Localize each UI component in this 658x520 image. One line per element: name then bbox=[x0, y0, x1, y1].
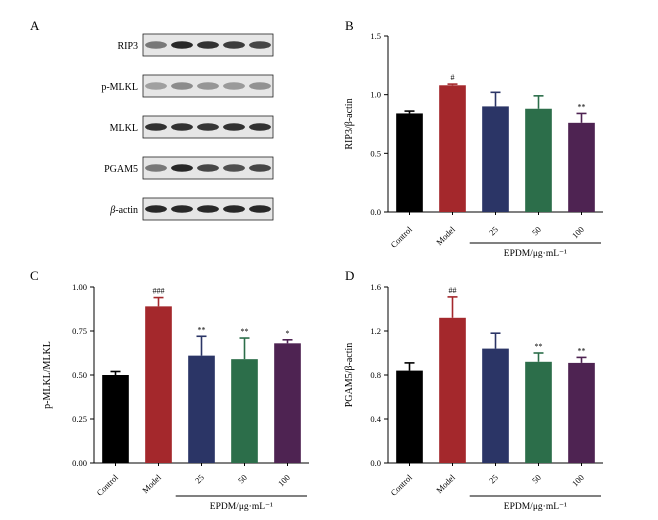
y-tick-label: 0.00 bbox=[72, 458, 87, 468]
bar bbox=[568, 362, 595, 463]
y-tick-label: 0.5 bbox=[370, 148, 381, 158]
blot-row-label: PGAM5 bbox=[104, 164, 138, 175]
blot-row-label: β-actin bbox=[109, 205, 138, 216]
x-category-label: 50 bbox=[530, 224, 543, 237]
panel-letter: B bbox=[345, 18, 354, 33]
bar bbox=[188, 355, 215, 463]
y-tick-label: 0.4 bbox=[370, 414, 381, 424]
x-category-label: Control bbox=[94, 472, 120, 498]
bar bbox=[396, 370, 423, 463]
blot-band bbox=[223, 205, 245, 213]
significance-label: * bbox=[286, 329, 290, 338]
bar bbox=[102, 375, 129, 463]
blot-band bbox=[171, 41, 193, 49]
bar bbox=[396, 113, 423, 212]
bar bbox=[482, 348, 509, 463]
significance-label: # bbox=[451, 73, 455, 82]
x-category-label: 100 bbox=[276, 472, 292, 488]
blot-row-label: p-MLKL bbox=[101, 82, 138, 93]
y-tick-label: 1.2 bbox=[370, 326, 381, 336]
blot-band bbox=[223, 123, 245, 131]
y-axis-label: PGAM5/β-actin bbox=[344, 343, 355, 408]
significance-label: ** bbox=[241, 327, 249, 336]
blot-band bbox=[197, 82, 219, 90]
blot-band bbox=[249, 123, 271, 131]
x-category-label: 100 bbox=[570, 224, 586, 240]
blot-row-label: MLKL bbox=[110, 123, 138, 134]
y-tick-label: 0.50 bbox=[72, 370, 87, 380]
x-category-label: Control bbox=[388, 224, 414, 250]
blot-band bbox=[249, 205, 271, 213]
x-category-label: 25 bbox=[487, 224, 500, 237]
blot-band bbox=[145, 82, 167, 90]
x-category-label: Model bbox=[140, 472, 163, 495]
y-tick-label: 1.0 bbox=[370, 90, 381, 100]
significance-label: ## bbox=[449, 286, 457, 295]
group-label: EPDM/μg·mL⁻¹ bbox=[504, 502, 567, 512]
blot-band bbox=[197, 164, 219, 172]
blot-band bbox=[171, 164, 193, 172]
y-axis-label: p-MLKL/MLKL bbox=[42, 341, 53, 409]
x-category-label: 100 bbox=[570, 472, 586, 488]
x-category-label: 25 bbox=[487, 472, 500, 485]
blot-band bbox=[171, 205, 193, 213]
bar bbox=[482, 106, 509, 212]
group-label: EPDM/μg·mL⁻¹ bbox=[504, 249, 567, 259]
significance-label: ** bbox=[578, 102, 586, 111]
bar bbox=[274, 343, 301, 463]
bar bbox=[525, 361, 552, 463]
blot-band bbox=[171, 82, 193, 90]
bar bbox=[439, 317, 466, 463]
x-category-label: Model bbox=[434, 472, 457, 495]
blot-row-label: RIP3 bbox=[117, 41, 138, 52]
western-blot-panel: A RIP3 p-MLKL MLKL PGAM5 β-actin bbox=[30, 18, 274, 221]
bar bbox=[525, 108, 552, 212]
x-category-label: Model bbox=[434, 224, 457, 247]
bar bbox=[439, 85, 466, 212]
blot-band bbox=[249, 41, 271, 49]
y-tick-label: 1.6 bbox=[370, 282, 381, 292]
significance-label: ** bbox=[198, 325, 206, 334]
bar bbox=[568, 122, 595, 212]
pgam5-bar-chart: D 0.0 0.4 0.8 1.2 1.6 PGAM5/β-actin Control ## Mo… bbox=[344, 268, 603, 512]
panel-letter: C bbox=[30, 268, 39, 283]
y-tick-label: 1.5 bbox=[370, 31, 381, 41]
x-category-label: 50 bbox=[236, 472, 249, 485]
blot-band bbox=[197, 41, 219, 49]
blot-band bbox=[171, 123, 193, 131]
panel-letter-a: A bbox=[30, 18, 40, 33]
rip3-bar-chart: B 0.0 0.5 1.0 1.5 RIP3/β-actin Control # Model 25… bbox=[344, 18, 603, 259]
blot-band bbox=[197, 205, 219, 213]
blot-band bbox=[223, 82, 245, 90]
blot-band bbox=[197, 123, 219, 131]
x-category-label: 25 bbox=[193, 472, 206, 485]
y-tick-label: 0.8 bbox=[370, 370, 381, 380]
blot-band bbox=[145, 123, 167, 131]
significance-label: ** bbox=[578, 346, 586, 355]
y-tick-label: 1.00 bbox=[72, 282, 87, 292]
p-mlkl-bar-chart: C 0.00 0.25 0.50 0.75 1.00 p-MLKL/MLKL Control #… bbox=[30, 268, 309, 512]
blot-band bbox=[145, 41, 167, 49]
y-axis-label: RIP3/β-actin bbox=[344, 98, 355, 149]
significance-label: ### bbox=[153, 287, 165, 296]
y-tick-label: 0.0 bbox=[370, 207, 381, 217]
y-tick-label: 0.75 bbox=[72, 326, 87, 336]
blot-band bbox=[145, 164, 167, 172]
group-label: EPDM/μg·mL⁻¹ bbox=[210, 502, 273, 512]
y-tick-label: 0.0 bbox=[370, 458, 381, 468]
blot-band bbox=[249, 82, 271, 90]
significance-label: ** bbox=[535, 342, 543, 351]
blot-band bbox=[145, 205, 167, 213]
panel-letter: D bbox=[345, 268, 354, 283]
blot-band bbox=[223, 164, 245, 172]
x-category-label: 50 bbox=[530, 472, 543, 485]
bar bbox=[231, 359, 258, 463]
bar bbox=[145, 306, 172, 463]
blot-band bbox=[249, 164, 271, 172]
y-tick-label: 0.25 bbox=[72, 414, 87, 424]
x-category-label: Control bbox=[388, 472, 414, 498]
blot-band bbox=[223, 41, 245, 49]
